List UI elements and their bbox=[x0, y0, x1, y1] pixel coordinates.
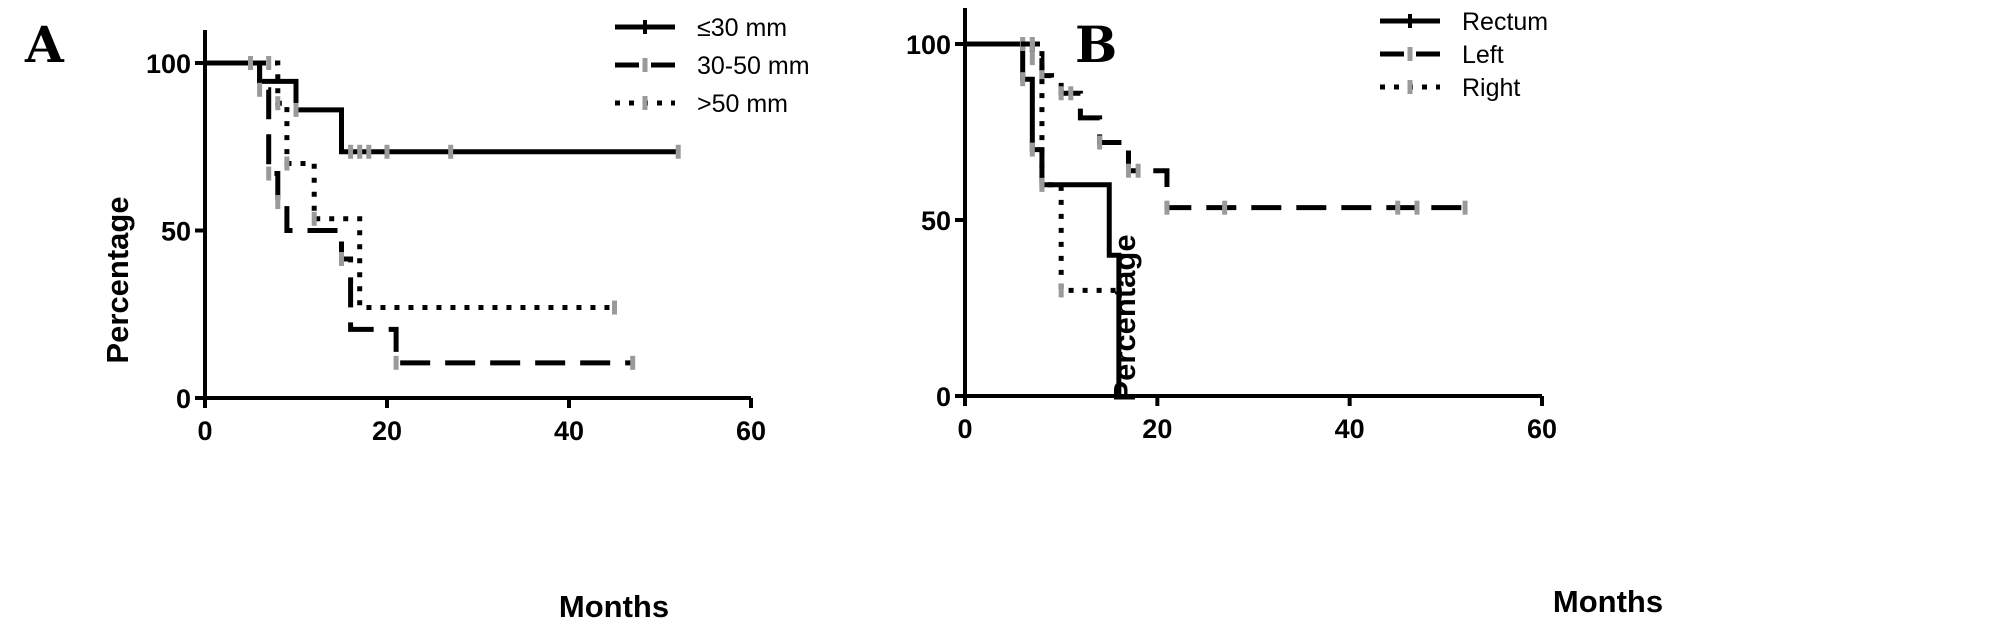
panel-b-x-tick-label: 40 bbox=[1335, 414, 1365, 444]
panel-a-label: A bbox=[24, 15, 65, 74]
panel-b-y-tick-label: 0 bbox=[936, 382, 951, 412]
panel-a-plot-area: 0 20 40 60 0 50 100 ≤30 mm 30-50 mm >50 mm bbox=[146, 14, 810, 446]
panel-b-x-tick-label: 60 bbox=[1527, 414, 1557, 444]
panel-a-series-2-curve bbox=[205, 60, 633, 366]
panel-a-x-axis-title: Months bbox=[559, 589, 669, 624]
panel-b: B Percentage Months 0 20 40 60 0 50 100 Rectum L… bbox=[906, 8, 1663, 619]
panel-a-x-tick-label: 40 bbox=[554, 416, 584, 446]
panel-a: A Percentage Months 0 20 40 60 0 50 100 ≤30 mm 3… bbox=[24, 14, 810, 624]
panel-a-legend-label: >50 mm bbox=[697, 90, 788, 118]
panel-a-x-tick-label: 60 bbox=[736, 416, 766, 446]
panel-b-legend-label: Left bbox=[1462, 41, 1504, 69]
panel-a-x-tick-label: 20 bbox=[372, 416, 402, 446]
panel-b-x-tick-label: 0 bbox=[957, 414, 972, 444]
panel-b-x-axis-title: Months bbox=[1553, 584, 1663, 619]
panel-b-x-tick-label: 20 bbox=[1142, 414, 1172, 444]
panel-a-y-tick-label: 50 bbox=[161, 217, 191, 247]
panel-b-legend-label: Right bbox=[1462, 74, 1520, 102]
panel-a-legend-label: 30-50 mm bbox=[697, 52, 810, 80]
panel-a-x-tick-label: 0 bbox=[197, 416, 212, 446]
panel-b-y-axis-title: Percentage bbox=[1107, 234, 1142, 401]
panel-b-label: B bbox=[1075, 15, 1117, 74]
panel-a-y-axis-title: Percentage bbox=[100, 196, 135, 363]
panel-b-y-tick-label: 50 bbox=[921, 206, 951, 236]
panel-a-legend-label: ≤30 mm bbox=[697, 14, 787, 42]
panel-a-y-tick-label: 100 bbox=[146, 49, 191, 79]
panel-b-legend-label: Rectum bbox=[1462, 8, 1548, 36]
panel-b-y-tick-label: 100 bbox=[906, 30, 951, 60]
panel-b-series-3-curve bbox=[965, 41, 1119, 293]
panel-a-y-tick-label: 0 bbox=[176, 384, 191, 414]
panel-b-plot-area: 0 20 40 60 0 50 100 Rectum Left Right bbox=[906, 8, 1557, 444]
